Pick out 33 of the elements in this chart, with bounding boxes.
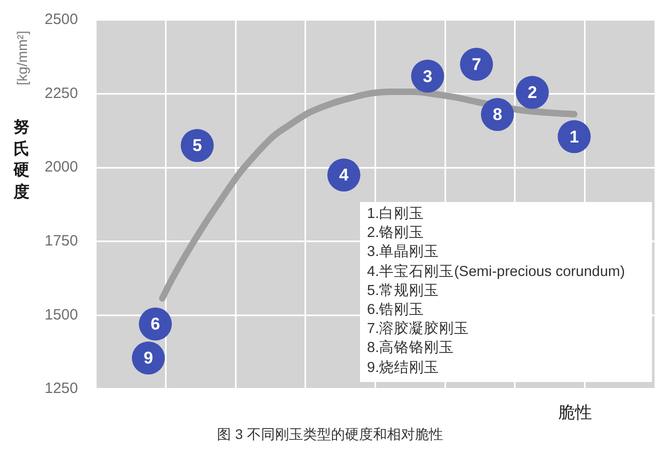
series-label: 6	[150, 314, 160, 334]
annotation: 7.溶胶凝胶刚玉	[367, 320, 470, 340]
point	[558, 120, 591, 154]
y-tick-label: 2500	[44, 11, 78, 28]
series-label: 7	[472, 54, 482, 74]
annotation: 5.常规刚玉	[367, 282, 440, 301]
series-label: 8	[492, 105, 502, 124]
point	[132, 342, 165, 375]
annotation: 4.半宝石刚玉(Semi-precious corundum)	[367, 262, 626, 282]
point	[180, 128, 214, 162]
series-label: 9	[144, 348, 154, 368]
annotation: 2.铬刚玉	[367, 224, 426, 244]
y-tick-label: 1500	[44, 306, 78, 324]
series-label: 5	[192, 136, 202, 156]
series-label: 1	[569, 127, 579, 146]
caption: 图 3 不同刚玉类型的硬度和相对脆性	[217, 426, 443, 444]
y-tick-label: 1750	[44, 232, 78, 250]
series-label: 2	[528, 83, 538, 102]
annotation: 6.锆刚玉	[367, 301, 426, 320]
point	[460, 48, 493, 81]
y-tick-label: 1250	[44, 380, 78, 398]
point	[516, 76, 549, 109]
annotation: 3.单晶刚玉	[367, 243, 440, 262]
y-tick-label: 2000	[44, 158, 78, 176]
text: 努氏硬度 [kg/mm²]	[14, 30, 30, 202]
annotation: 1.白刚玉	[367, 205, 426, 224]
annotation: 9.烧结刚玉	[367, 358, 440, 378]
point	[138, 308, 172, 341]
series-label: 4	[339, 166, 350, 185]
annotation: 8.高铬铬刚玉	[367, 339, 456, 358]
y-tick-label: 2250	[44, 84, 78, 102]
series-label: 3	[422, 66, 432, 86]
x-axis-title: 脆性	[558, 402, 592, 424]
